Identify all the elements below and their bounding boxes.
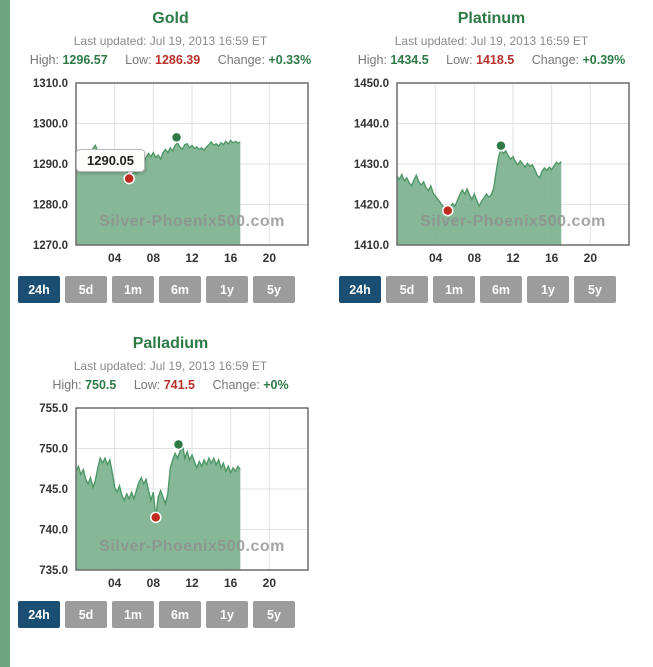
svg-text:1440.0: 1440.0 [354, 119, 389, 131]
range-buttons-platinum: 24h 5d 1m 6m 1y 5y [339, 276, 652, 303]
svg-text:12: 12 [185, 576, 199, 590]
svg-text:20: 20 [584, 251, 598, 265]
range-button-24h[interactable]: 24h [18, 276, 60, 303]
svg-text:08: 08 [468, 251, 482, 265]
svg-text:16: 16 [224, 576, 238, 590]
change-label: Change: [531, 53, 580, 67]
high-label: High: [29, 53, 59, 67]
change-label: Change: [212, 378, 260, 392]
last-updated-palladium: Last updated: Jul 19, 2013 16:59 ET [73, 359, 268, 373]
chart-title-gold: Gold [152, 10, 189, 27]
svg-text:04: 04 [108, 576, 122, 590]
range-button-5y[interactable]: 5y [253, 601, 295, 628]
range-button-1y[interactable]: 1y [206, 276, 248, 303]
svg-text:Silver-Phoenix500.com: Silver-Phoenix500.com [99, 213, 285, 230]
low-label: Low: [125, 53, 152, 67]
svg-text:750.0: 750.0 [39, 444, 68, 456]
price-chart-palladium[interactable]: Silver-Phoenix500.com 755.0 750.0 745.0 740.… [20, 402, 312, 592]
low-value: 741.5 [163, 378, 195, 392]
svg-text:12: 12 [185, 251, 199, 265]
price-chart-gold[interactable]: Silver-Phoenix500.com 1310.0 1300.0 1290.0 1… [20, 77, 312, 267]
stats-palladium: High: 750.5 Low: 741.5 Change: +0% [10, 378, 331, 392]
low-value: 1418.5 [476, 53, 515, 67]
stats-platinum: High: 1434.5 Low: 1418.5 Change: +0.39% [331, 53, 652, 67]
low-label: Low: [446, 53, 473, 67]
svg-text:1450.0: 1450.0 [354, 78, 389, 90]
svg-text:20: 20 [263, 251, 277, 265]
svg-text:20: 20 [263, 576, 277, 590]
svg-text:Silver-Phoenix500.com: Silver-Phoenix500.com [99, 538, 285, 555]
chart-area-gold: Silver-Phoenix500.com 1310.0 1300.0 1290.0 1… [20, 77, 312, 267]
svg-text:745.0: 745.0 [39, 484, 68, 496]
high-value: 1434.5 [390, 53, 429, 67]
range-button-6m[interactable]: 6m [159, 601, 201, 628]
chart-area-palladium: Silver-Phoenix500.com 755.0 750.0 745.0 740.… [20, 402, 312, 592]
range-button-1m[interactable]: 1m [112, 601, 154, 628]
range-button-5y[interactable]: 5y [253, 276, 295, 303]
svg-text:1430.0: 1430.0 [354, 159, 389, 171]
row-bottom: Palladium Last updated: Jul 19, 2013 16:… [10, 325, 653, 628]
range-button-24h[interactable]: 24h [339, 276, 381, 303]
svg-text:16: 16 [545, 251, 559, 265]
change-value: +0% [263, 378, 289, 392]
price-tooltip: 1290.05 [76, 149, 145, 172]
low-label: Low: [133, 378, 161, 392]
low-value: 1286.39 [155, 53, 201, 67]
high-label: High: [357, 53, 387, 67]
high-label: High: [52, 378, 82, 392]
svg-text:1410.0: 1410.0 [354, 240, 389, 252]
left-accent-stripe [0, 0, 10, 667]
card-platinum: Platinum Last updated: Jul 19, 2013 16:5… [331, 0, 652, 303]
svg-text:08: 08 [147, 576, 161, 590]
chart-title-platinum: Platinum [457, 10, 526, 27]
svg-text:04: 04 [429, 251, 443, 265]
svg-text:08: 08 [147, 251, 161, 265]
chart-title-palladium: Palladium [132, 335, 209, 352]
svg-text:1420.0: 1420.0 [354, 200, 389, 212]
range-button-1y[interactable]: 1y [206, 601, 248, 628]
svg-text:1280.0: 1280.0 [33, 200, 68, 212]
svg-text:1270.0: 1270.0 [33, 240, 68, 252]
svg-text:Silver-Phoenix500.com: Silver-Phoenix500.com [420, 213, 606, 230]
svg-text:1300.0: 1300.0 [33, 119, 68, 131]
range-button-24h[interactable]: 24h [18, 601, 60, 628]
last-updated-gold: Last updated: Jul 19, 2013 16:59 ET [73, 34, 268, 48]
svg-text:04: 04 [108, 251, 122, 265]
range-button-5d[interactable]: 5d [386, 276, 428, 303]
range-button-1y[interactable]: 1y [527, 276, 569, 303]
svg-text:16: 16 [224, 251, 238, 265]
change-value: +0.39% [582, 53, 626, 67]
high-value: 750.5 [85, 378, 117, 392]
range-button-5d[interactable]: 5d [65, 276, 107, 303]
last-updated-platinum: Last updated: Jul 19, 2013 16:59 ET [394, 34, 589, 48]
row-top: Gold Last updated: Jul 19, 2013 16:59 ET… [10, 0, 653, 303]
stats-gold: High: 1296.57 Low: 1286.39 Change: +0.33… [10, 53, 331, 67]
quotes-panel: Gold Last updated: Jul 19, 2013 16:59 ET… [10, 0, 653, 628]
range-button-6m[interactable]: 6m [159, 276, 201, 303]
svg-text:735.0: 735.0 [39, 565, 68, 577]
range-button-6m[interactable]: 6m [480, 276, 522, 303]
range-buttons-palladium: 24h 5d 1m 6m 1y 5y [18, 601, 331, 628]
chart-area-platinum: Silver-Phoenix500.com 1450.0 1440.0 1430.0 1… [341, 77, 633, 267]
change-value: +0.33% [268, 53, 312, 67]
svg-text:12: 12 [506, 251, 520, 265]
price-chart-platinum[interactable]: Silver-Phoenix500.com 1450.0 1440.0 1430.0 1… [341, 77, 633, 267]
change-label: Change: [217, 53, 265, 67]
svg-text:1310.0: 1310.0 [33, 78, 68, 90]
svg-text:1290.0: 1290.0 [33, 159, 68, 171]
svg-text:755.0: 755.0 [39, 403, 68, 415]
high-value: 1296.57 [62, 53, 108, 67]
range-button-1m[interactable]: 1m [112, 276, 154, 303]
card-gold: Gold Last updated: Jul 19, 2013 16:59 ET… [10, 0, 331, 303]
range-buttons-gold: 24h 5d 1m 6m 1y 5y [18, 276, 331, 303]
range-button-1m[interactable]: 1m [433, 276, 475, 303]
card-palladium: Palladium Last updated: Jul 19, 2013 16:… [10, 325, 331, 628]
svg-text:740.0: 740.0 [39, 525, 68, 537]
range-button-5d[interactable]: 5d [65, 601, 107, 628]
range-button-5y[interactable]: 5y [574, 276, 616, 303]
